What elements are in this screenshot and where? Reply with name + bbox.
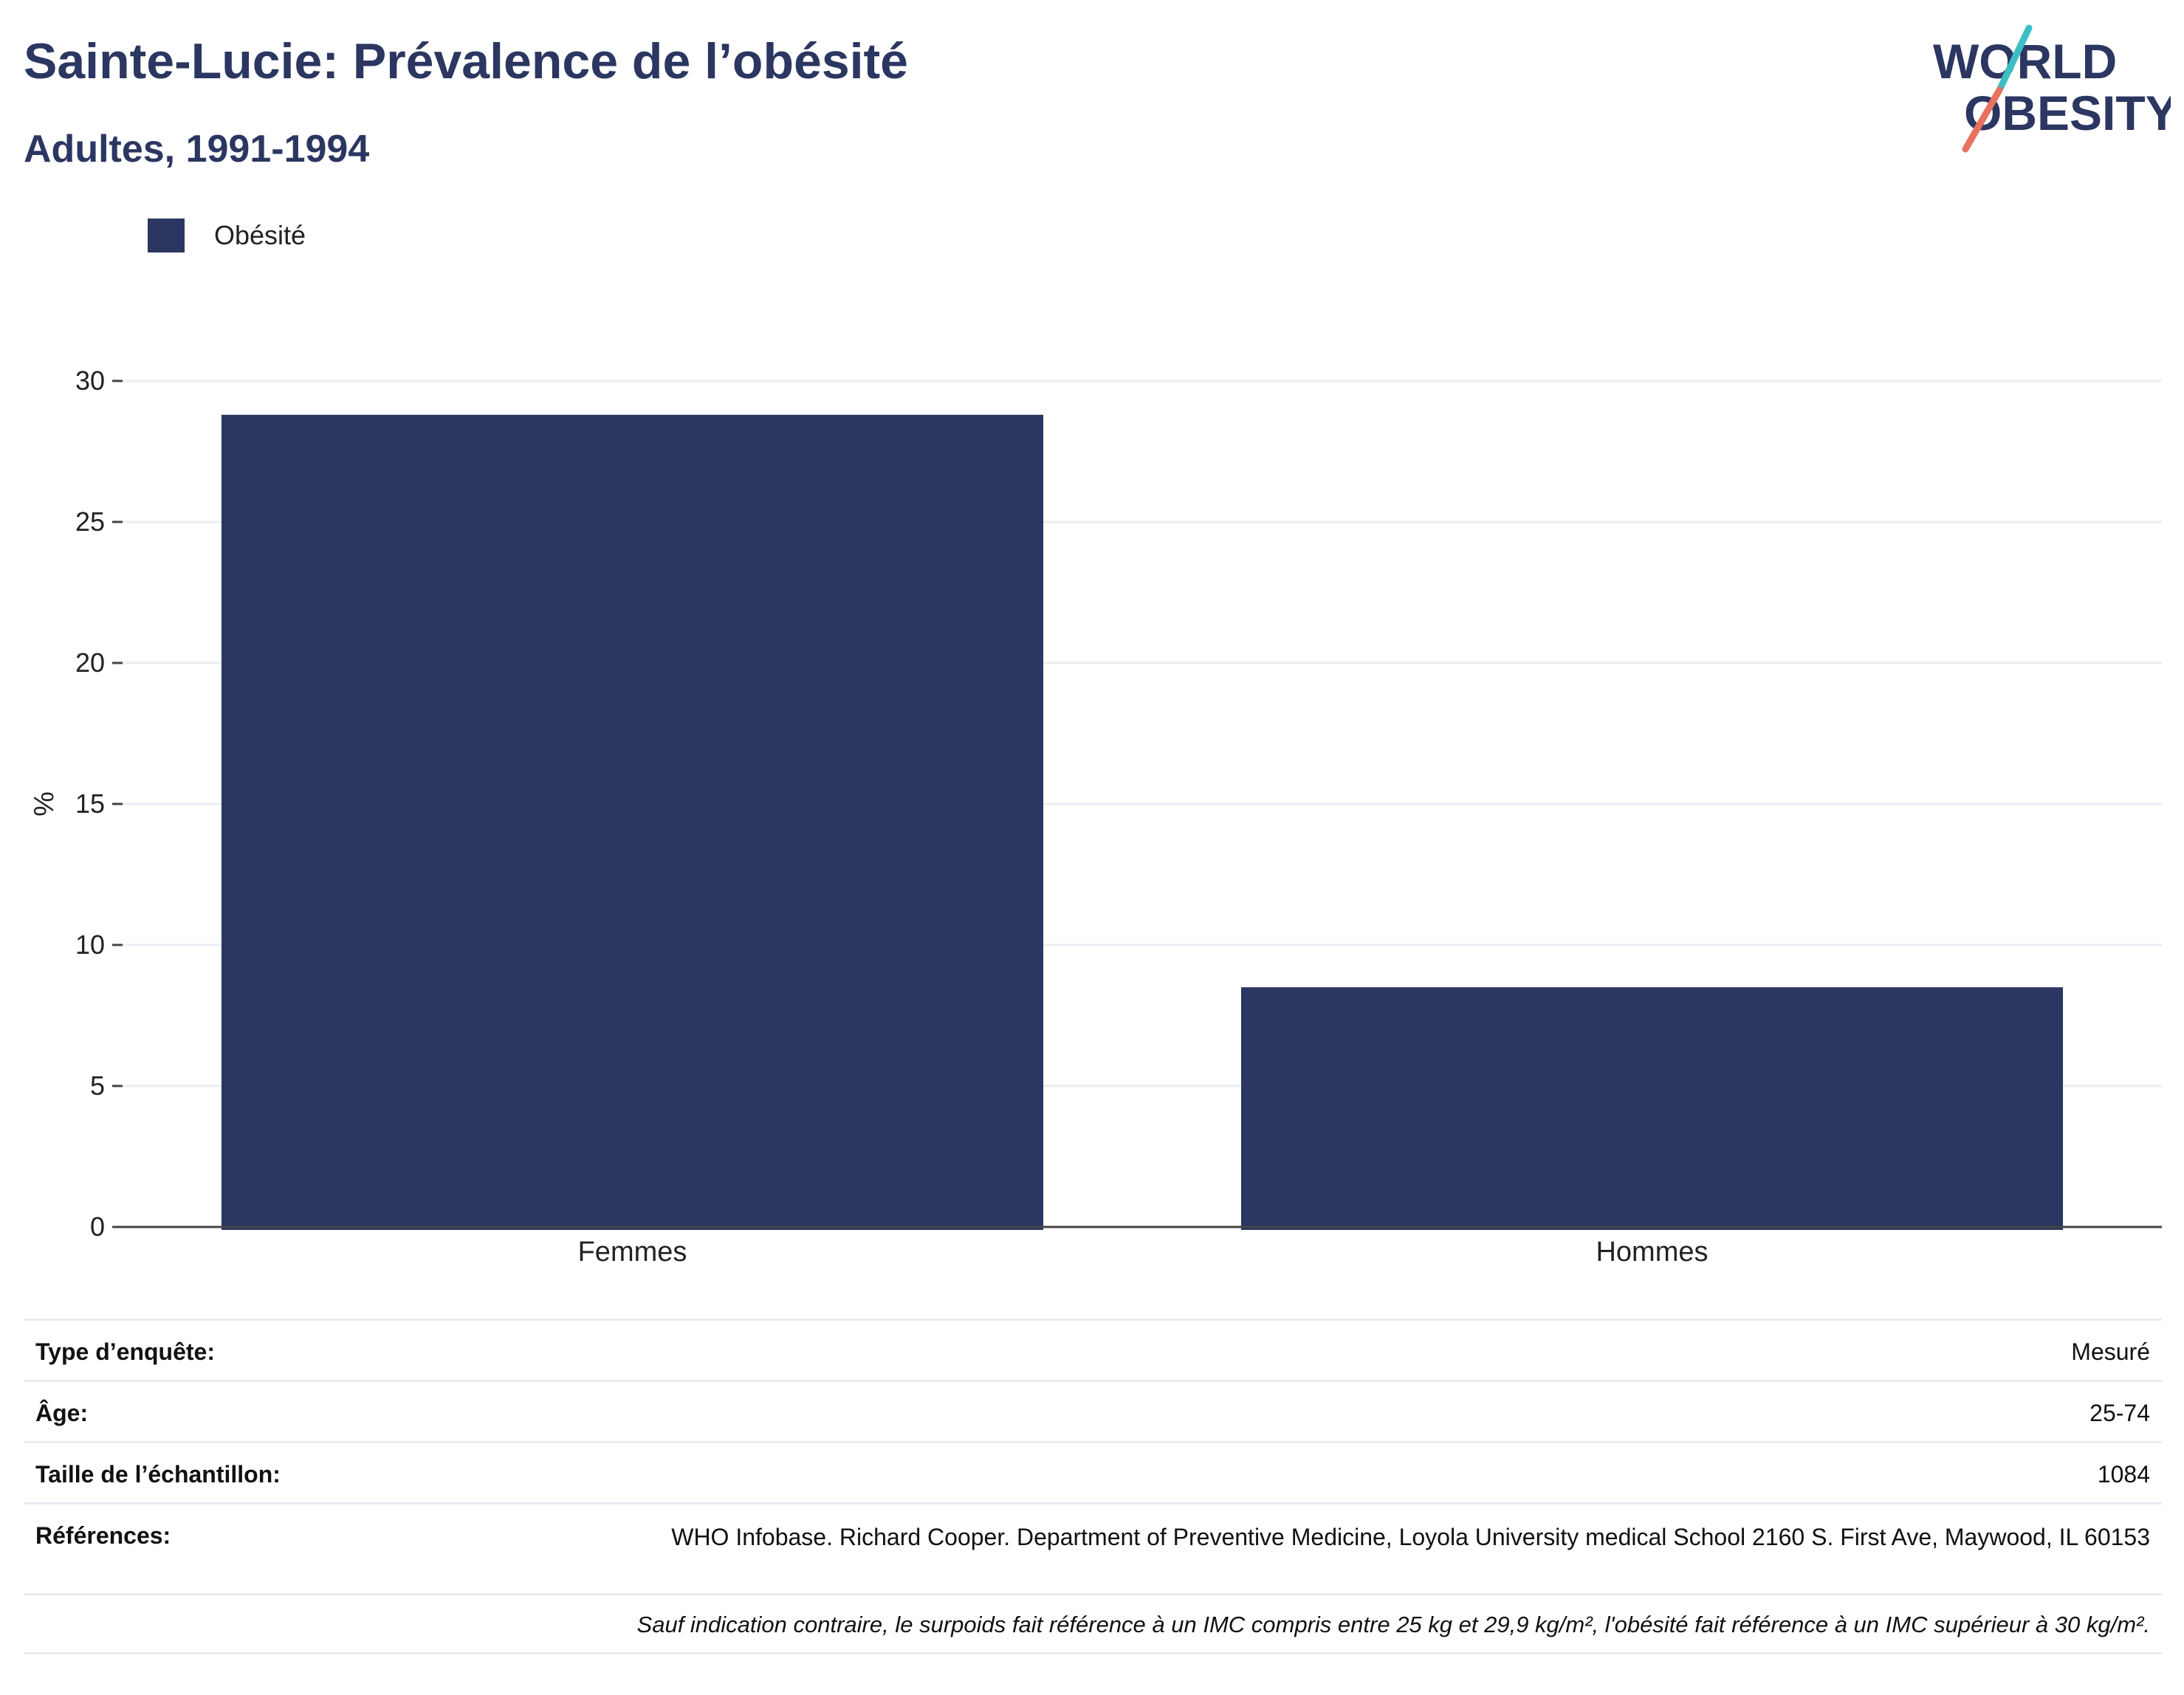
info-row-survey-type: Type d’enquête: Mesuré [24,1318,2162,1380]
y-axis-label: % [29,791,60,816]
sample-size-value: 1084 [2097,1461,2150,1488]
world-obesity-logo: WORLD OBESITY [1933,24,2171,153]
sample-size-label: Taille de l’échantillon: [35,1461,281,1488]
y-tick-label-30: 30 [75,365,105,396]
bar-femmes [221,414,1044,1230]
bar-chart: 0 5 10 15 20 25 30% Femmes Hommes [29,365,2162,1268]
info-row-sample-size: Taille de l’échantillon: 1084 [24,1441,2162,1502]
survey-type-value: Mesuré [2071,1338,2150,1365]
y-tick-label-20: 20 [75,647,105,678]
age-value: 25-74 [2089,1400,2150,1426]
footnote-text: Sauf indication contraire, le surpoids f… [636,1612,2150,1637]
chart-title: Sainte-Lucie: Prévalence de l’obésité [24,33,909,89]
age-label: Âge: [35,1400,89,1426]
chart-legend: Obésité [148,219,306,252]
legend-swatch-obesity [148,219,185,252]
y-tick-label-10: 10 [75,929,105,960]
info-row-age: Âge: 25-74 [24,1380,2162,1441]
y-tick-label-15: 15 [75,788,105,819]
legend-label-obesity: Obésité [214,220,306,250]
survey-info-table: Type d’enquête: Mesuré Âge: 25-74 Taille… [24,1318,2162,1654]
y-tick-label-0: 0 [90,1211,105,1242]
references-label: Références: [35,1522,171,1549]
chart-subtitle: Adultes, 1991-1994 [24,128,370,171]
y-tick-label-5: 5 [90,1070,105,1101]
y-tick-label-25: 25 [75,506,105,537]
info-row-references: Références: WHO Infobase. Richard Cooper… [24,1502,2162,1593]
references-value: WHO Infobase. Richard Cooper. Department… [671,1524,2150,1550]
x-tick-label-femmes: Femmes [578,1237,687,1268]
bar-hommes [1240,987,2064,1230]
survey-type-label: Type d’enquête: [35,1338,215,1365]
x-tick-label-hommes: Hommes [1596,1237,1708,1268]
info-row-footnote: Sauf indication contraire, le surpoids f… [24,1593,2162,1654]
